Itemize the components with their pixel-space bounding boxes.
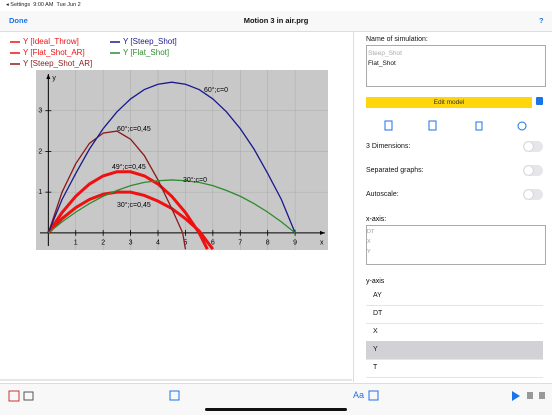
x-tick-label: 6 xyxy=(211,240,215,247)
y-axis-option[interactable]: T xyxy=(366,359,543,378)
toggle-knob xyxy=(524,142,533,151)
font-button[interactable]: Aa xyxy=(353,390,365,400)
toggle-label: 3 Dimensions: xyxy=(366,143,411,150)
text-icon[interactable] xyxy=(169,390,180,401)
plot-lines xyxy=(47,81,296,250)
toggle-switch[interactable] xyxy=(523,189,543,200)
x-axis-box[interactable] xyxy=(366,225,546,265)
annotation: 60°;c=0,45 xyxy=(117,125,151,133)
x-axis-label: x xyxy=(320,240,324,247)
x-tick-label: 5 xyxy=(183,240,187,247)
toggle-knob xyxy=(524,190,533,199)
series-line xyxy=(47,190,215,250)
simulation-name[interactable]: Flat_Shot xyxy=(368,60,396,67)
x-tick-label: 7 xyxy=(238,240,242,247)
toggle-switch[interactable] xyxy=(523,141,543,152)
x-tick-label: 4 xyxy=(156,240,160,247)
toolbar-icons xyxy=(8,390,545,411)
y-tick-label: 3 xyxy=(38,108,42,115)
help-button[interactable]: ? xyxy=(539,16,544,25)
nav-bar xyxy=(0,11,552,32)
x-tick-label: 3 xyxy=(129,240,133,247)
legend-label: Y [Flat_Shot] xyxy=(123,48,169,57)
x-axis-option[interactable]: Y xyxy=(367,249,371,255)
toggle-label: Separated graphs: xyxy=(366,167,424,174)
legend-label: Y [Flat_Shot_AR] xyxy=(23,48,85,57)
copy-icon[interactable] xyxy=(428,120,437,131)
y-tick-label: 2 xyxy=(38,148,42,155)
toggle-knob xyxy=(524,166,533,175)
status-time: 9:00 AM xyxy=(33,2,54,8)
settings-icon[interactable] xyxy=(517,121,527,131)
x-tick-label: 1 xyxy=(74,240,78,247)
series-line xyxy=(47,179,296,234)
x-axis-option[interactable]: X xyxy=(367,239,371,245)
status-date: Tue Jun 2 xyxy=(56,2,81,8)
x-tick-label: 2 xyxy=(101,240,105,247)
series-line xyxy=(47,81,296,234)
legend-label: Y [Steep_Shot_AR] xyxy=(23,59,92,68)
status-back-text: Settings xyxy=(10,2,31,8)
y-axis-option[interactable]: AY xyxy=(366,287,543,306)
series-line xyxy=(47,170,209,250)
edit-icon[interactable] xyxy=(536,97,543,105)
x-axis-arrow xyxy=(320,230,325,235)
legend-label: Y [Ideal_Throw] xyxy=(23,37,79,46)
y-axis-option[interactable]: X xyxy=(366,323,543,342)
annotation: 30°;c=0 xyxy=(183,176,207,184)
status-back: ◂ Settings 9:00 AM Tue Jun 2 xyxy=(6,2,81,8)
series-line xyxy=(47,130,187,250)
home-indicator xyxy=(205,408,347,411)
annotation: 60°;c=0 xyxy=(204,86,228,94)
toggle-label: Autoscale: xyxy=(366,191,399,198)
new-icon[interactable] xyxy=(384,120,393,131)
legend-label: Y [Steep_Shot] xyxy=(123,37,177,46)
annotation: 49°;c=0,45 xyxy=(112,163,146,171)
grid-icon[interactable] xyxy=(368,390,379,401)
pause-icon[interactable] xyxy=(527,392,533,399)
done-button[interactable]: Done xyxy=(9,16,28,25)
x-tick-label: 9 xyxy=(293,240,297,247)
edit-model-button[interactable]: Edit model xyxy=(366,97,532,108)
plot-area xyxy=(36,70,328,250)
x-axis-label: x-axis: xyxy=(366,216,387,223)
divider xyxy=(353,32,354,382)
y-axis-option[interactable]: Y xyxy=(366,341,543,360)
y-axis-label: y xyxy=(52,75,56,82)
action-icons xyxy=(384,120,527,131)
chart: 1 2 3 4 5 6 7 8 9 1 2 3 x y Y [Ideal_Throw] Y [Flat_Sho… xyxy=(0,37,352,381)
play-icon[interactable] xyxy=(512,391,520,401)
trash-icon[interactable] xyxy=(475,121,483,131)
graph-icon[interactable] xyxy=(8,390,20,402)
name-box[interactable] xyxy=(366,45,546,87)
name-label: Name of simulation: xyxy=(366,36,428,43)
table-icon[interactable] xyxy=(23,391,34,401)
x-axis-option[interactable]: DT xyxy=(367,229,375,235)
nav-title: Motion 3 in air.prg xyxy=(243,16,309,25)
annotation: 30°;c=0,45 xyxy=(117,201,151,209)
y-tick-label: 1 xyxy=(38,189,42,196)
simulation-name[interactable]: Steep_Shot xyxy=(368,50,402,57)
y-axis-label: y-axis xyxy=(366,278,385,285)
x-tick-label: 8 xyxy=(266,240,270,247)
stop-icon[interactable] xyxy=(539,392,545,399)
y-axis-arrow xyxy=(46,74,51,79)
y-axis-option[interactable]: DT xyxy=(366,305,543,324)
toggle-switch[interactable] xyxy=(523,165,543,176)
